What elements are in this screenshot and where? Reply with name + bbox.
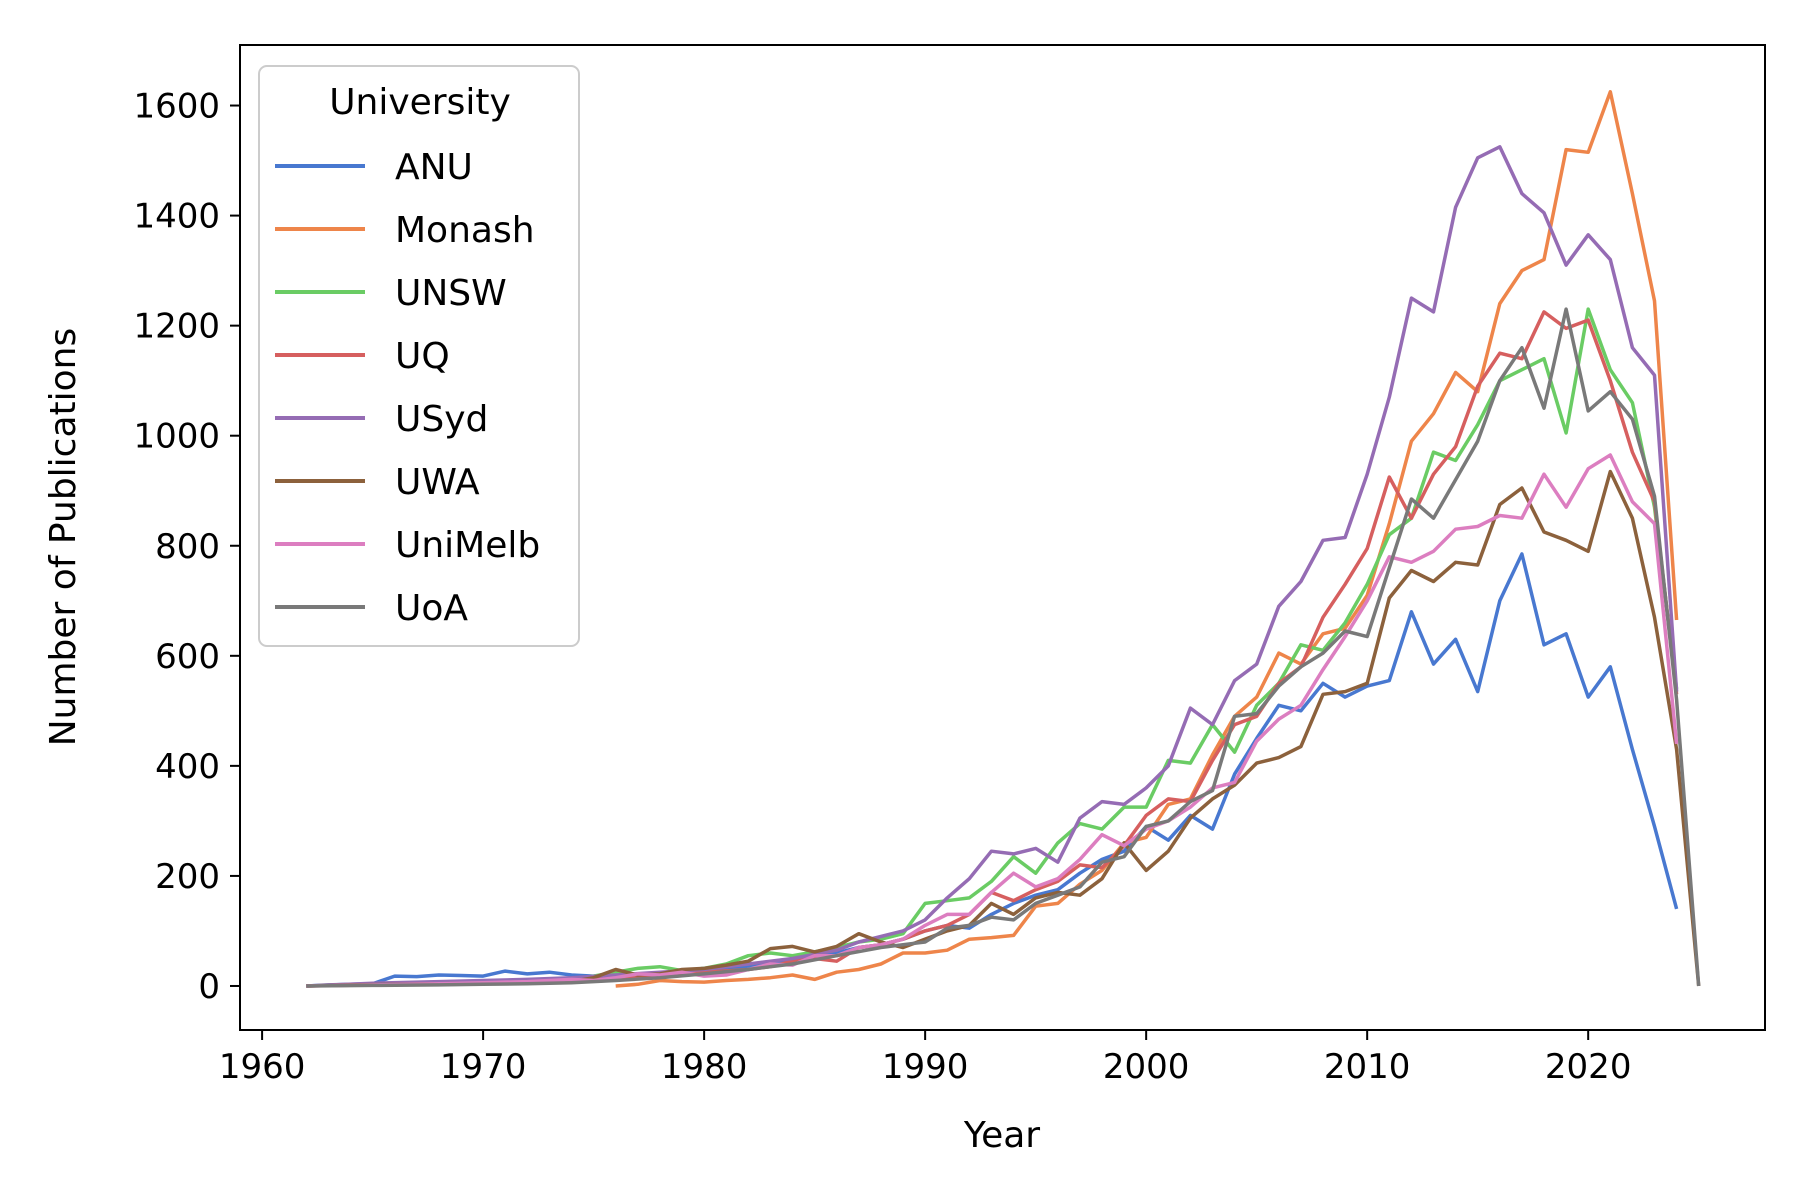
legend-label-anu: ANU xyxy=(395,147,473,188)
y-axis-label: Number of Publications xyxy=(43,328,84,747)
y-tick-label: 1000 xyxy=(133,417,220,457)
legend: University ANU Monash UNSW UQ USyd UWA UniMelb… xyxy=(258,65,580,647)
x-tick-label: 2010 xyxy=(1324,1047,1411,1087)
x-axis-label: Year xyxy=(963,1115,1040,1156)
y-tick-label: 0 xyxy=(198,967,220,1007)
series-line-unsw xyxy=(306,307,1679,988)
y-tick-label: 1600 xyxy=(133,87,220,127)
legend-label-unsw: UNSW xyxy=(395,273,507,314)
legend-entries: ANU Monash UNSW UQ USyd UWA UniMelb UoA xyxy=(275,147,540,629)
legend-title: University xyxy=(329,82,511,123)
legend-label-usyd: USyd xyxy=(395,399,488,440)
series-line-unimelb xyxy=(306,453,1679,988)
plot-frame xyxy=(239,44,1766,1031)
y-tick-label: 200 xyxy=(155,857,220,897)
x-tick-label: 1960 xyxy=(219,1047,306,1087)
series-line-uoa xyxy=(306,307,1701,988)
y-tick-label: 400 xyxy=(155,747,220,787)
x-axis: 1960 1970 1980 1990 2000 2010 2020 xyxy=(219,1030,1632,1087)
y-tick-label: 1400 xyxy=(133,197,220,237)
legend-label-monash: Monash xyxy=(395,210,535,251)
x-tick-label: 1990 xyxy=(882,1047,969,1087)
y-axis: 0 200 400 600 800 1000 1200 1400 1600 xyxy=(133,87,240,1007)
series-line-anu xyxy=(306,552,1679,988)
legend-label-uq: UQ xyxy=(395,336,450,377)
x-tick-label: 1970 xyxy=(440,1047,527,1087)
y-tick-label: 600 xyxy=(155,637,220,677)
series-layer xyxy=(306,90,1701,988)
legend-box xyxy=(258,65,580,647)
legend-label-unimelb: UniMelb xyxy=(395,525,540,566)
legend-label-uwa: UWA xyxy=(395,462,480,503)
x-tick-label: 2000 xyxy=(1103,1047,1190,1087)
x-tick-label: 1980 xyxy=(661,1047,748,1087)
series-line-monash xyxy=(615,90,1679,988)
x-tick-label: 2020 xyxy=(1545,1047,1632,1087)
y-tick-label: 1200 xyxy=(133,307,220,347)
y-tick-label: 800 xyxy=(155,527,220,567)
legend-label-uoa: UoA xyxy=(395,588,468,629)
